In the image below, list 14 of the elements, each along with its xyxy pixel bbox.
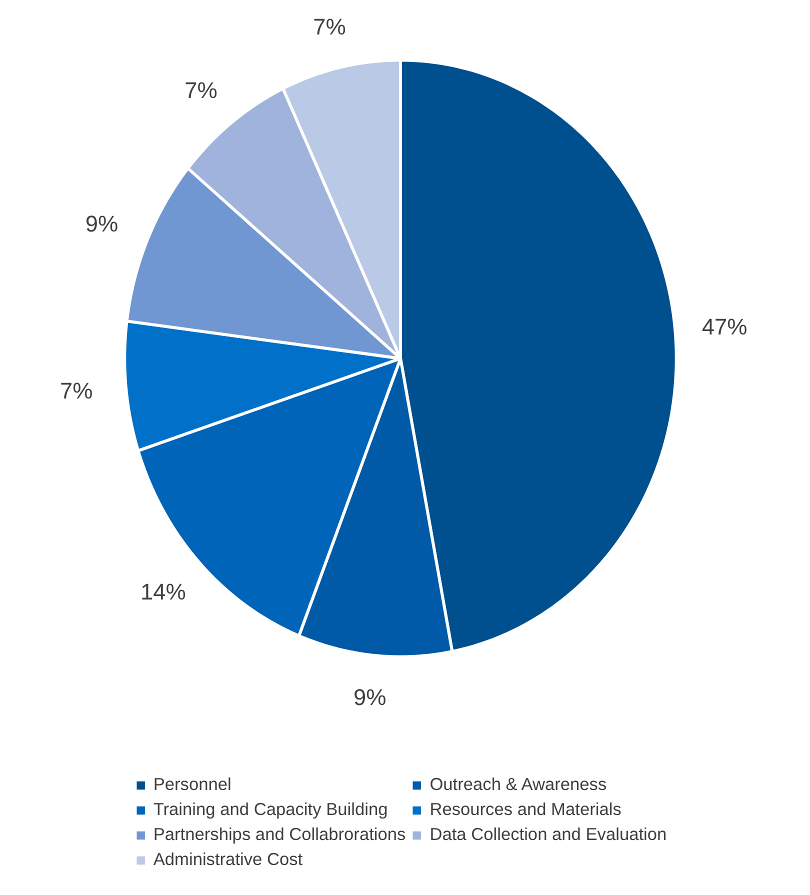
legend-label: Personnel [153, 774, 232, 795]
legend-label: Data Collection and Evaluation [430, 824, 667, 845]
legend-label: Resources and Materials [430, 799, 622, 820]
legend-label: Administrative Cost [153, 849, 303, 870]
data-label: 9% [85, 210, 118, 236]
data-label: 7% [313, 14, 346, 40]
data-label: 47% [702, 313, 748, 340]
legend-label: Outreach & Awareness [430, 774, 607, 795]
legend-label: Training and Capacity Building [153, 799, 388, 820]
legend-label: Partnerships and Collabrorations [153, 824, 406, 845]
data-label: 7% [184, 76, 218, 103]
data-label: 14% [140, 578, 186, 604]
data-label: 9% [353, 684, 386, 710]
data-label: 7% [60, 377, 93, 404]
